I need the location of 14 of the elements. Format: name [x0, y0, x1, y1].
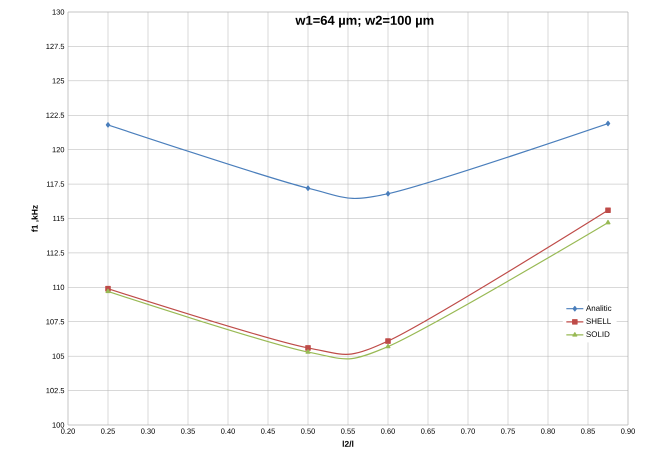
point: [106, 122, 110, 128]
point: [385, 338, 391, 344]
chart-title: w1=64 µm; w2=100 µm: [295, 16, 434, 28]
point: [306, 185, 310, 191]
point: [305, 345, 311, 351]
point: [386, 190, 390, 197]
point: [605, 207, 611, 214]
point: [106, 288, 110, 294]
point: [606, 120, 610, 126]
x-axis-title: l2/l: [342, 440, 354, 447]
point: [606, 220, 610, 224]
point: [306, 349, 310, 354]
point: [386, 344, 390, 348]
y-axis-title: f1 ,kHz: [31, 205, 39, 232]
